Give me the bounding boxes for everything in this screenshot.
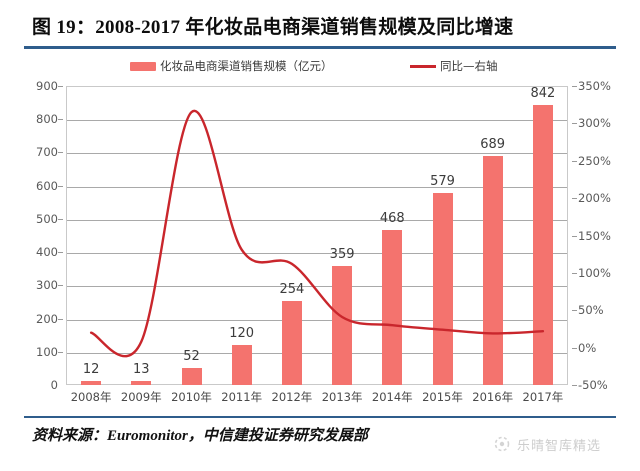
- footer-divider: [24, 416, 616, 418]
- y-axis-left-tick-label: 800: [36, 112, 58, 127]
- x-axis: 2008年 2009年 2010年 2011年 2012年 2013年 2014年 2015年…: [66, 389, 568, 411]
- x-axis-tick-label: 2011年: [221, 390, 263, 404]
- y-axis-left-tick-label: 500: [36, 211, 58, 226]
- x-axis-tick-label: 2015年: [422, 390, 463, 404]
- bar-series: 12 13 52 120 254 359 468 579 689 842: [66, 86, 568, 385]
- watermark-logo-icon: [492, 434, 512, 454]
- title-bar: 图 19：2008-2017 年化妆品电商渠道销售规模及同比增速: [0, 0, 640, 49]
- chart-legend: 化妆品电商渠道销售规模（亿元） 同比—右轴: [24, 56, 616, 76]
- y-axis-right-tick-mark: [572, 235, 577, 237]
- title-divider: [24, 46, 616, 49]
- y-axis-right: -50% 0% 50% 100% 150% 200% 250% 300% 350%: [572, 80, 616, 391]
- y-axis-right-tick-mark: [572, 123, 577, 125]
- bar: [532, 105, 553, 385]
- y-axis-right-tick-label: 300%: [578, 116, 611, 131]
- y-axis-left-tick-label: 900: [36, 79, 58, 93]
- y-axis-right-tick-label: 100%: [578, 265, 611, 280]
- x-axis-tick-label: 2010年: [171, 390, 212, 404]
- bar: [131, 380, 152, 385]
- y-axis-left-tick-label: 100: [36, 344, 58, 359]
- bar: [181, 367, 202, 385]
- y-axis-left-tick-label: 400: [36, 245, 58, 260]
- y-axis-right-tick-mark: [572, 86, 577, 87]
- x-axis-tick-label: 2014年: [371, 390, 413, 404]
- y-axis-right-tick-mark: [572, 385, 577, 386]
- bar: [231, 345, 252, 385]
- x-axis-tick-label: 2008年: [70, 390, 112, 404]
- x-axis-tick-label: 2012年: [271, 390, 313, 404]
- legend-item-bar[interactable]: 化妆品电商渠道销售规模（亿元）: [130, 56, 333, 76]
- y-axis-right-tick-label: -50%: [578, 378, 608, 392]
- bar: [382, 229, 403, 385]
- bar: [482, 156, 503, 385]
- legend-item-line[interactable]: 同比—右轴: [410, 56, 498, 76]
- bar-value-label: 52: [183, 348, 200, 364]
- y-axis-left-tick-mark: [58, 152, 63, 154]
- x-axis-tick-label: 2009年: [120, 390, 162, 404]
- bar: [81, 381, 102, 385]
- bar-value-label: 359: [329, 246, 355, 262]
- y-axis-left-tick-label: 600: [36, 178, 58, 193]
- bar-value-label: 842: [530, 86, 556, 102]
- y-axis-right-tick-mark: [572, 272, 577, 274]
- x-axis-tick-label: 2013年: [321, 390, 363, 404]
- bar-value-label: 12: [82, 362, 100, 377]
- bar-value-label: 468: [379, 210, 405, 226]
- bar-value-label: 13: [133, 361, 150, 377]
- legend-line-swatch-icon: [410, 64, 436, 68]
- y-axis-left-tick-mark: [58, 252, 63, 254]
- y-axis-left-tick-label: 700: [36, 145, 58, 160]
- watermark: 乐晴智库精选: [492, 432, 601, 456]
- legend-line-label: 同比—右轴: [440, 59, 498, 73]
- legend-bar-label: 化妆品电商渠道销售规模（亿元）: [160, 59, 333, 73]
- y-axis-right-tick-label: 150%: [578, 228, 611, 243]
- y-axis-left-tick-label: 300: [36, 278, 58, 293]
- bar: [281, 300, 302, 385]
- bar-value-label: 689: [480, 137, 506, 153]
- bar-value-label: 579: [430, 173, 455, 189]
- bar: [432, 192, 453, 385]
- y-axis-right-tick-label: 50%: [578, 303, 604, 318]
- legend-bar-swatch-icon: [130, 61, 156, 71]
- y-axis-right-tick-mark: [572, 160, 577, 162]
- y-axis-right-tick-label: 0%: [578, 340, 597, 355]
- y-axis-right-tick-mark: [572, 198, 577, 200]
- bar: [332, 265, 353, 385]
- y-axis-left: 0 100 200 300 400 500 600 700 800 900: [24, 80, 63, 391]
- y-axis-left-tick-label: 0: [50, 378, 58, 392]
- y-axis-left-tick-mark: [58, 218, 63, 220]
- x-axis-tick-label: 2017年: [522, 390, 564, 404]
- y-axis-left-tick-mark: [58, 318, 63, 320]
- y-axis-left-tick-mark: [58, 119, 63, 121]
- y-axis-left-tick-mark: [58, 86, 63, 87]
- y-axis-right-tick-label: 350%: [578, 79, 611, 93]
- y-axis-left-tick-mark: [58, 285, 63, 287]
- y-axis-right-tick-label: 200%: [578, 191, 611, 206]
- y-axis-left-tick-mark: [58, 351, 63, 353]
- y-axis-right-tick-mark: [572, 310, 577, 312]
- bar-value-label: 254: [279, 281, 305, 297]
- x-axis-tick-label: 2016年: [472, 390, 514, 404]
- y-axis-left-tick-label: 200: [36, 311, 58, 326]
- y-axis-right-tick-label: 250%: [578, 153, 611, 168]
- y-axis-left-tick-mark: [58, 185, 63, 187]
- y-axis-right-tick-mark: [572, 347, 577, 349]
- source-note: 资料来源：Euromonitor，中信建投证券研究发展部: [32, 428, 368, 444]
- bar-value-label: 120: [229, 326, 255, 342]
- chart-container: 化妆品电商渠道销售规模（亿元） 同比—右轴 0 100 200 300 400 500 60…: [24, 52, 616, 414]
- page-title: 图 19：2008-2017 年化妆品电商渠道销售规模及同比增速: [32, 17, 514, 38]
- watermark-text: 乐晴智库精选: [517, 438, 602, 454]
